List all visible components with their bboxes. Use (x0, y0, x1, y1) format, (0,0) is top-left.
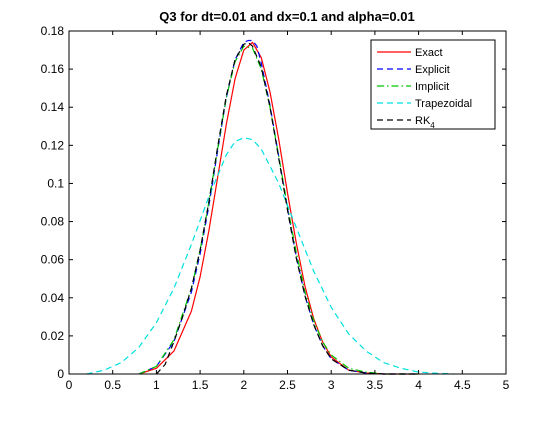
x-tick-label: 1 (153, 378, 160, 392)
legend-entries: Exact Explicit Implicit Trapezoidal RK4 (377, 47, 472, 130)
x-tick-label: 4 (415, 378, 422, 392)
x-tick-label: 3 (328, 378, 335, 392)
x-tick-label: 0 (66, 378, 73, 392)
legend-label: Trapezoidal (415, 98, 472, 110)
ticks-layer: 0 0.5 1 1.5 2 2.5 3 3.5 4 4.5 5 0 0.02 0.04 0.06 0.08 0.… (41, 24, 510, 392)
y-tick-label: 0.12 (41, 138, 65, 152)
series-line-3 (86, 137, 454, 375)
x-tick-label: 1.5 (192, 378, 209, 392)
legend: Exact Explicit Implicit Trapezoidal RK4 (370, 39, 496, 130)
y-tick-label: 0.14 (41, 100, 65, 114)
legend-label: Explicit (415, 64, 450, 76)
series-line-2 (138, 45, 419, 375)
legend-label: RK4 (415, 115, 435, 130)
x-tick-label: 2.5 (279, 378, 296, 392)
y-tick-label: 0.18 (41, 24, 65, 38)
x-tick-label: 0.5 (104, 378, 121, 392)
y-tick-label: 0.02 (41, 329, 65, 343)
x-tick-label: 5 (503, 378, 510, 392)
y-tick-label: 0.08 (41, 215, 65, 229)
x-tick-label: 2 (240, 378, 247, 392)
legend-label-subscript: 4 (430, 121, 435, 130)
y-tick-label: 0.16 (41, 62, 65, 76)
chart-title: Q3 for dt=0.01 and dx=0.1 and alpha=0.01 (159, 9, 414, 24)
series-layer (86, 39, 454, 375)
x-tick-label: 3.5 (367, 378, 384, 392)
series-line-0 (138, 41, 419, 375)
series-line-4 (155, 41, 419, 375)
legend-label: Exact (415, 47, 443, 59)
legend-box (370, 39, 496, 130)
y-tick-label: 0.1 (47, 176, 64, 190)
y-tick-label: 0.04 (41, 291, 65, 305)
series-line-1 (138, 39, 419, 375)
y-tick-label: 0.06 (41, 253, 65, 267)
x-tick-label: 4.5 (454, 378, 471, 392)
y-tick-label: 0 (57, 367, 64, 381)
legend-label: Implicit (415, 81, 449, 93)
